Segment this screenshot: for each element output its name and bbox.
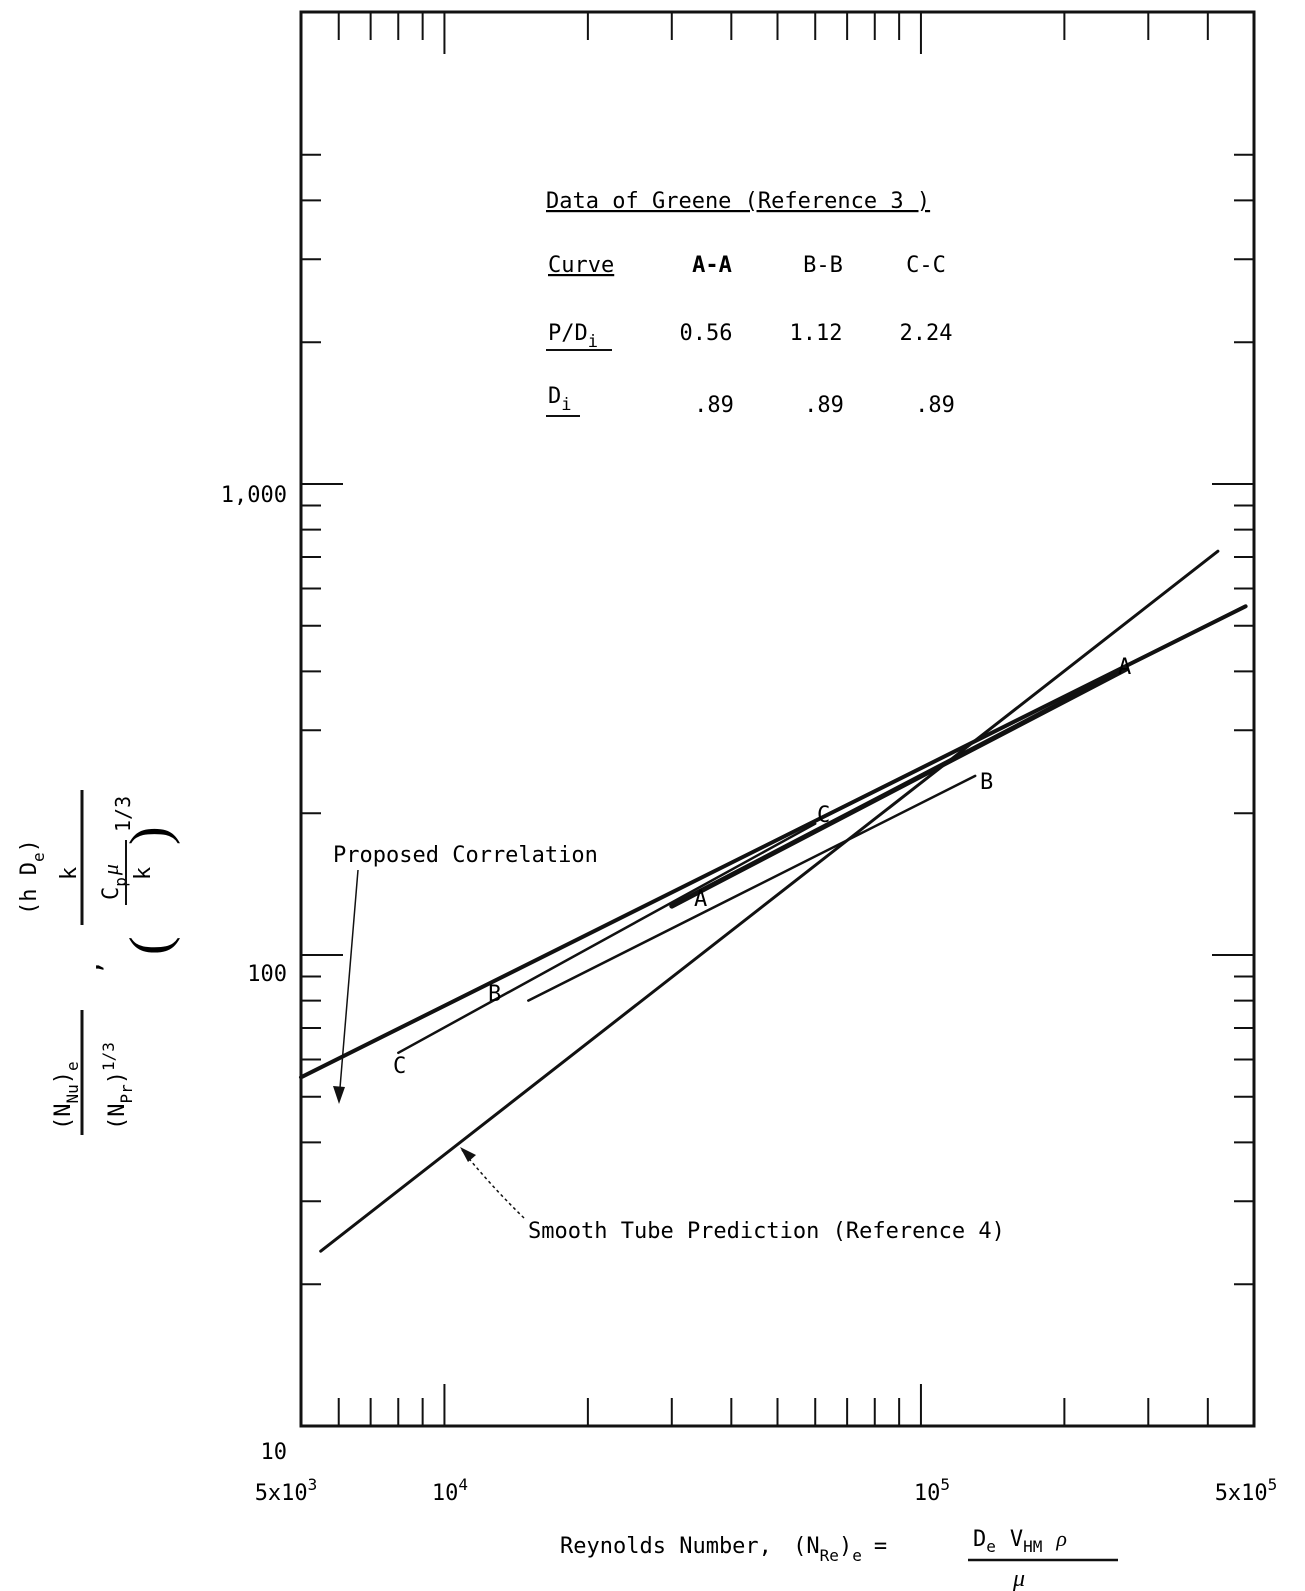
series-layer <box>301 551 1246 1251</box>
x-tick-label-1e4: 104 <box>432 1475 468 1506</box>
legend-header-cc: C-C <box>906 253 946 278</box>
axis-ticks <box>301 12 1254 1426</box>
legend-title: Data of Greene (Reference 3 ) <box>546 189 930 214</box>
legend-di-cc: .89 <box>915 393 955 418</box>
svg-text:k: k <box>57 867 82 880</box>
svg-text:μ: μ <box>1012 1566 1025 1591</box>
curve-label-c-end: C <box>817 803 830 828</box>
svg-text:(NNu)e: (NNu)e <box>51 1061 82 1130</box>
annotation-proposed-correlation: Proposed Correlation <box>333 843 598 868</box>
series-line-3 <box>301 606 1246 1077</box>
legend-header-label: Curve <box>548 253 614 278</box>
x-tick-label-5e5: 5x105 <box>1215 1475 1278 1506</box>
annotation-smooth-arrowhead <box>460 1147 476 1162</box>
curve-label-a-start: A <box>694 887 707 912</box>
series-line-1 <box>528 776 975 1001</box>
y-tick-label-100: 100 <box>247 962 287 987</box>
x-tick-label-1e5: 105 <box>914 1475 950 1506</box>
annotation-smooth-tube: Smooth Tube Prediction (Reference 4) <box>528 1219 1005 1244</box>
curve-label-a-end: A <box>1118 655 1131 680</box>
annotation-proposed-arrow <box>339 870 358 1100</box>
legend-di-bb: .89 <box>804 393 844 418</box>
annotation-smooth-arrow <box>462 1150 524 1218</box>
legend-pd-aa: 0.56 <box>680 321 733 346</box>
legend-pd-bb: 1.12 <box>790 321 843 346</box>
series-line-4 <box>321 551 1218 1251</box>
svg-text:Reynolds Number, (NRe)e=: Reynolds Number, (NRe)e = <box>560 1534 887 1565</box>
svg-text:(NPr)1/3: (NPr)1/3 <box>99 1042 136 1130</box>
curve-label-b-end: B <box>980 770 993 795</box>
x-axis-label: Reynolds Number, (NRe)e = De VHM ρ μ <box>560 1526 1118 1591</box>
x-tick-label-5e3: 5x103 <box>255 1475 318 1506</box>
svg-text:k: k <box>131 867 156 880</box>
curve-label-c-start: C <box>393 1054 406 1079</box>
plot-frame <box>301 12 1254 1426</box>
svg-text:(h De): (h De) <box>17 839 48 915</box>
svg-text:(: ( <box>119 936 181 955</box>
legend-header-bb: B-B <box>803 253 843 278</box>
annotation-proposed-arrowhead <box>333 1086 345 1104</box>
curve-label-b-start: B <box>488 982 501 1007</box>
y-axis-label: (NNu)e (NPr)1/3 , (h De) k ( Cpμ k ) 1/3 <box>17 790 181 1135</box>
y-tick-label-1000: 1,000 <box>221 483 287 508</box>
legend-header-aa: A-A <box>692 253 732 278</box>
legend-row-pd-label: P/Di <box>548 321 598 352</box>
svg-text:1/3: 1/3 <box>111 796 135 832</box>
y-tick-label-10: 10 <box>261 1440 288 1465</box>
legend-table: Data of Greene (Reference 3 ) Curve A-A … <box>546 189 955 418</box>
legend-row-di-label: Di <box>548 384 572 415</box>
series-line-0 <box>672 669 1127 906</box>
legend-pd-cc: 2.24 <box>900 321 953 346</box>
legend-di-aa: .89 <box>694 393 734 418</box>
svg-text:,: , <box>77 959 107 975</box>
